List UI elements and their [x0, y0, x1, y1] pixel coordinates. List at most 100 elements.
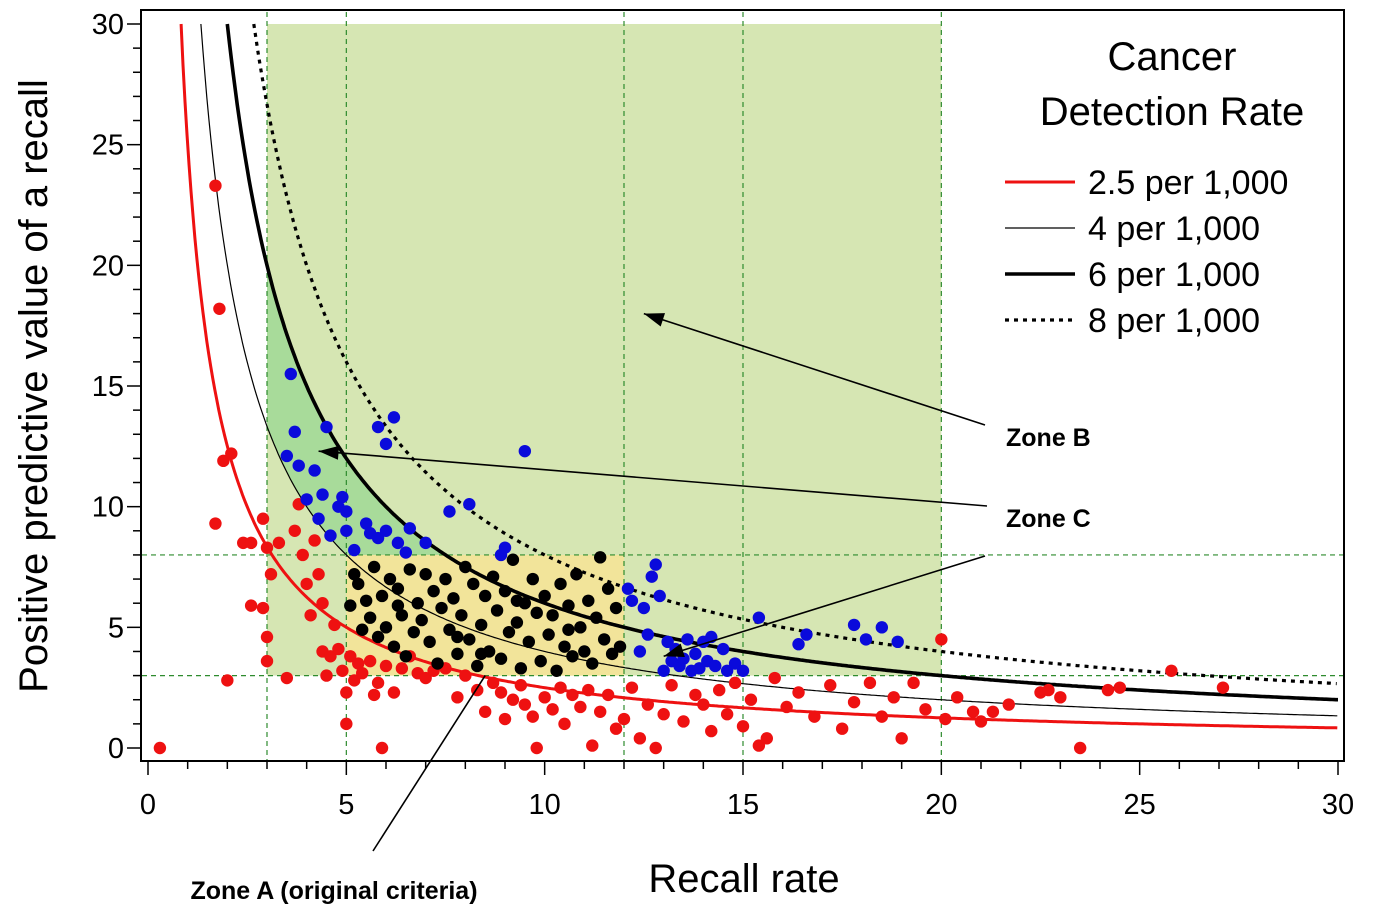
- point: [375, 741, 389, 755]
- point: [728, 676, 742, 690]
- point: [609, 601, 623, 615]
- point: [760, 732, 773, 745]
- x-tick-label: 30: [1322, 789, 1354, 821]
- point: [344, 599, 357, 612]
- point: [399, 650, 413, 663]
- point: [244, 536, 258, 550]
- point: [570, 568, 583, 581]
- point: [518, 698, 532, 711]
- point: [1216, 681, 1230, 694]
- point: [475, 647, 488, 661]
- zone-b-label: Zone B: [1006, 424, 1091, 452]
- point: [312, 512, 325, 525]
- point: [534, 654, 547, 668]
- point: [1054, 691, 1067, 704]
- point: [633, 645, 647, 658]
- point: [605, 647, 619, 661]
- point: [677, 715, 690, 728]
- point: [526, 710, 539, 723]
- point: [566, 650, 579, 663]
- point: [574, 621, 587, 634]
- point: [379, 621, 393, 634]
- point: [808, 710, 821, 723]
- point: [348, 568, 361, 581]
- point: [367, 688, 381, 702]
- point: [459, 669, 472, 682]
- point: [300, 577, 313, 591]
- point: [471, 659, 484, 673]
- point: [478, 589, 492, 603]
- zone-a-label: Zone A (original criteria): [190, 877, 477, 905]
- point: [391, 582, 405, 595]
- legend-label-6: 6 per 1,000: [1088, 256, 1260, 294]
- point: [617, 712, 631, 726]
- point: [459, 560, 472, 574]
- point: [256, 512, 270, 525]
- point: [847, 618, 861, 632]
- point: [716, 642, 730, 656]
- point: [705, 724, 718, 738]
- point: [530, 606, 543, 620]
- point: [800, 628, 813, 641]
- point: [594, 551, 607, 564]
- point: [383, 572, 397, 586]
- point: [689, 647, 702, 661]
- point: [387, 411, 401, 424]
- point: [348, 674, 361, 687]
- legend-title-line-2: Detection Rate: [1040, 90, 1305, 134]
- point: [566, 688, 579, 702]
- point: [320, 669, 333, 682]
- point: [709, 659, 722, 673]
- point: [550, 664, 563, 677]
- point: [451, 647, 464, 661]
- point: [451, 630, 464, 644]
- point: [661, 635, 674, 649]
- y-axis-title: Positive predictive value of a recall: [12, 79, 56, 693]
- point: [689, 688, 702, 702]
- point: [594, 705, 607, 718]
- point: [260, 630, 274, 644]
- point: [443, 505, 456, 518]
- point: [213, 302, 226, 315]
- axes: 0 5 10 15 20 25 30 0 5 10 15 20 25 30: [92, 9, 1354, 821]
- legend-label-8: 8 per 1,000: [1088, 302, 1260, 340]
- data-points: [153, 179, 1230, 755]
- point: [526, 572, 539, 586]
- point: [736, 664, 750, 677]
- point: [455, 609, 468, 622]
- point: [352, 577, 365, 591]
- point: [875, 710, 889, 723]
- point: [328, 618, 341, 632]
- y-tick-label: 20: [92, 250, 124, 282]
- point: [324, 650, 337, 663]
- zones: [267, 24, 942, 676]
- point: [681, 633, 694, 646]
- point: [395, 662, 409, 675]
- point: [621, 582, 635, 595]
- legend: Cancer Detection Rate 2.5 per 1,000 4 per 1…: [1005, 35, 1304, 340]
- point: [371, 676, 385, 690]
- point: [403, 563, 416, 576]
- point: [336, 664, 349, 677]
- point: [427, 584, 440, 598]
- point: [498, 584, 512, 598]
- y-tick-label: 5: [108, 612, 124, 644]
- point: [609, 722, 623, 735]
- point: [574, 700, 587, 714]
- point: [316, 488, 329, 501]
- y-tick-label: 15: [92, 371, 124, 403]
- point: [641, 628, 654, 641]
- x-axis-title: Recall rate: [648, 857, 839, 901]
- point: [824, 679, 837, 692]
- point: [736, 720, 750, 733]
- point: [542, 628, 555, 641]
- point: [296, 548, 309, 562]
- point: [475, 618, 488, 632]
- point: [379, 437, 393, 451]
- point: [530, 741, 543, 755]
- point: [419, 671, 432, 685]
- point: [625, 681, 639, 694]
- point: [244, 599, 258, 612]
- point: [510, 594, 524, 607]
